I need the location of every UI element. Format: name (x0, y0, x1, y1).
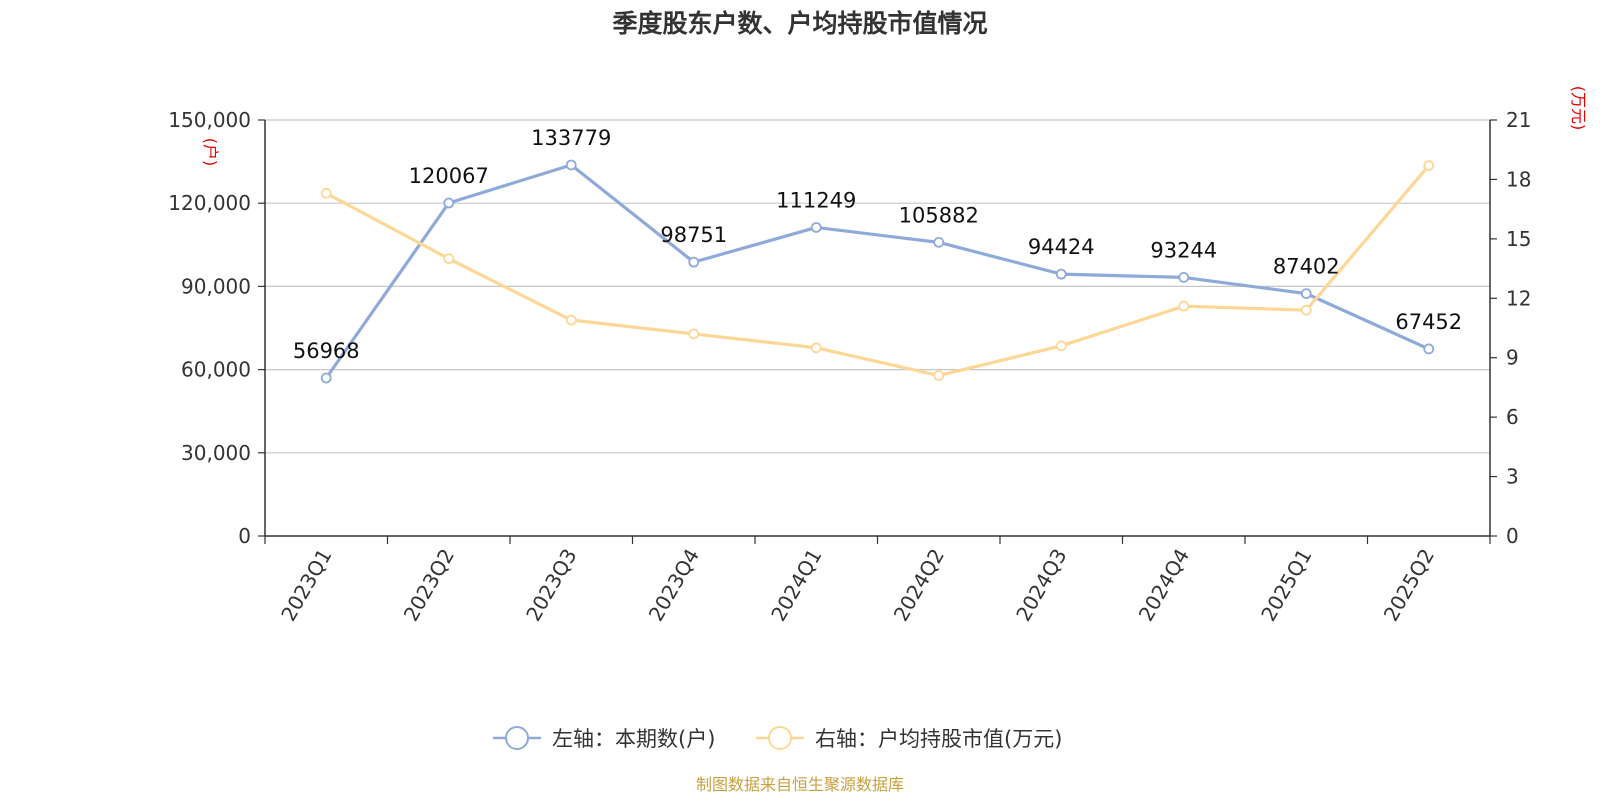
data-label: 56968 (293, 339, 360, 363)
right-axis-tick-label: 15 (1506, 227, 1531, 251)
series-1-point[interactable] (320, 372, 332, 384)
grid-lines (265, 119, 1490, 454)
series-1-point[interactable] (1178, 272, 1190, 283)
x-axis-tick-label: 2023Q3 (521, 545, 581, 626)
series-2-point[interactable] (688, 328, 700, 340)
series-2-point[interactable] (1055, 340, 1067, 352)
right-axis-tick-label: 12 (1506, 286, 1531, 310)
right-axis-tick-label: 0 (1506, 524, 1519, 548)
left-axis-tick-label: 120,000 (168, 191, 251, 215)
source-note: 制图数据来自恒生聚源数据库 (696, 775, 904, 794)
data-label: 98751 (660, 223, 727, 247)
series-1-point[interactable] (810, 222, 822, 233)
series-2-point[interactable] (1300, 304, 1312, 316)
x-axis-tick-label: 2024Q2 (889, 545, 949, 626)
chart-title: 季度股东户数、户均持股市值情况 (612, 9, 987, 38)
series-1-point[interactable] (565, 159, 577, 171)
x-axis-tick-label: 2023Q1 (276, 545, 336, 626)
axes: 0 30,000 60,000 90,000 120,000 150,000 0 3 6 9 12 1… (168, 108, 1531, 625)
series-2-point[interactable] (1178, 300, 1190, 312)
series-2-point[interactable] (320, 187, 332, 199)
legend-marker-1[interactable] (505, 726, 529, 750)
series-1-point[interactable] (443, 197, 455, 209)
series-2-point[interactable] (1423, 160, 1435, 171)
x-axis-tick-label: 2024Q3 (1011, 545, 1071, 626)
x-axis-tick-label: 2025Q2 (1379, 545, 1439, 626)
x-axis-tick-label: 2025Q1 (1256, 545, 1316, 626)
left-axis-tick-label: 150,000 (168, 108, 251, 132)
data-label: 105882 (899, 203, 979, 227)
legend: 左轴：本期数(户) 右轴：户均持股市值(万元) (493, 726, 1062, 751)
x-axis-tick-label: 2023Q2 (399, 545, 459, 626)
data-label: 94424 (1028, 235, 1095, 259)
left-axis-tick-label: 30,000 (181, 441, 251, 465)
right-axis-tick-label: 6 (1506, 405, 1519, 429)
data-label: 120067 (409, 164, 489, 188)
data-label: 111249 (776, 188, 856, 212)
series-1-point[interactable] (1300, 288, 1312, 300)
series-2-point[interactable] (933, 370, 945, 381)
right-axis-tick-label: 18 (1506, 167, 1531, 191)
legend-label-2[interactable]: 右轴：户均持股市值(万元) (815, 727, 1062, 751)
left-axis-tick-label: 60,000 (181, 358, 251, 382)
left-axis-unit: (户) (201, 138, 220, 167)
right-axis-unit: (万元) (1569, 86, 1588, 131)
left-axis-tick-label: 90,000 (181, 274, 251, 298)
series-1-point[interactable] (688, 256, 700, 268)
series-2-point[interactable] (443, 253, 455, 265)
series-1-point[interactable] (1423, 343, 1435, 355)
legend-marker-2[interactable] (768, 726, 792, 750)
x-axis-tick-label: 2024Q4 (1134, 545, 1194, 626)
series-1-point[interactable] (933, 236, 945, 248)
data-label: 87402 (1273, 255, 1340, 279)
series-1-point[interactable] (1055, 268, 1067, 280)
series-2-point[interactable] (565, 314, 577, 326)
series-group (320, 159, 1435, 384)
right-axis-tick-label: 21 (1506, 108, 1531, 132)
series-line-1 (324, 163, 1430, 379)
series-line-2 (325, 164, 1430, 378)
series-2-point[interactable] (810, 342, 822, 354)
right-axis-tick-label: 3 (1506, 465, 1519, 489)
data-label: 133779 (531, 126, 611, 150)
left-axis-tick-label: 0 (238, 524, 251, 548)
data-label: 67452 (1395, 310, 1462, 334)
x-axis-tick-label: 2023Q4 (644, 545, 704, 626)
x-axis-tick-label: 2024Q1 (766, 545, 826, 626)
data-labels: 56968 120067 133779 98751 111249 105882 94424 9… (293, 126, 1462, 363)
legend-label-1[interactable]: 左轴：本期数(户) (552, 727, 715, 751)
data-label: 93244 (1150, 238, 1217, 262)
right-axis-tick-label: 9 (1506, 346, 1519, 370)
